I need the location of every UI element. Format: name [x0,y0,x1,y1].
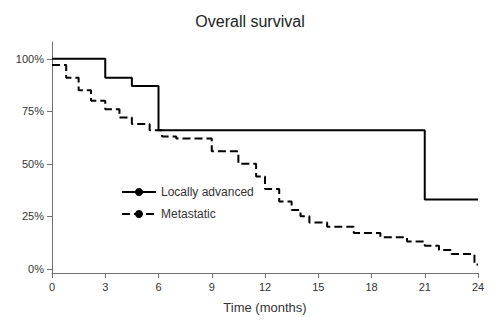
svg-text:Metastatic: Metastatic [161,207,216,221]
svg-text:Overall survival: Overall survival [195,13,304,30]
svg-text:25%: 25% [22,210,44,222]
svg-text:12: 12 [259,281,271,293]
svg-text:50%: 50% [22,158,44,170]
svg-text:0: 0 [49,281,55,293]
svg-text:100%: 100% [16,53,44,65]
svg-text:9: 9 [209,281,215,293]
svg-text:24: 24 [472,281,484,293]
svg-text:18: 18 [365,281,377,293]
svg-text:15: 15 [312,281,324,293]
svg-text:6: 6 [155,281,161,293]
svg-text:3: 3 [102,281,108,293]
svg-text:Locally advanced: Locally advanced [161,185,254,199]
svg-text:0%: 0% [28,263,44,275]
svg-text:21: 21 [419,281,431,293]
svg-text:Time (months): Time (months) [223,300,306,315]
svg-text:75%: 75% [22,105,44,117]
